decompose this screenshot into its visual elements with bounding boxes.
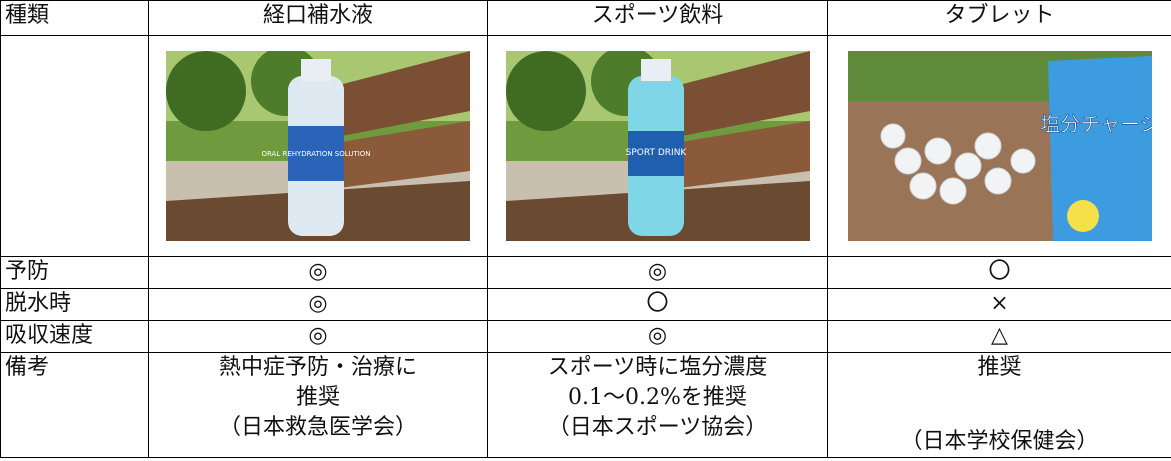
- note-cell: スポーツ時に塩分濃度 0.1～0.2%を推奨 （日本スポーツ協会）: [487, 352, 828, 458]
- row: 予防 ◎ ◎ 〇: [0, 256, 1171, 289]
- cell: ◎: [148, 320, 488, 353]
- row-label: 吸収速度: [0, 320, 149, 353]
- note-line: スポーツ時に塩分濃度: [547, 355, 768, 380]
- note-cell: 熱中症予防・治療に 推奨 （日本救急医学会）: [148, 352, 488, 458]
- photo-oral: ORAL REHYDRATION SOLUTION: [166, 51, 470, 241]
- cell: 〇: [827, 256, 1171, 289]
- row-label: 脱水時: [0, 288, 149, 321]
- note-line: 推奨: [977, 355, 1022, 380]
- row-label: 備考: [0, 352, 149, 458]
- row: 吸収速度 ◎ ◎ △: [0, 320, 1171, 353]
- note-line: （日本救急医学会）: [218, 415, 417, 440]
- notes-row: 備考 熱中症予防・治療に 推奨 （日本救急医学会） スポーツ時に塩分濃度 0.1～0.…: [0, 352, 1171, 458]
- image-label: 塩分チャージ: [1040, 112, 1152, 136]
- header-cell: スポーツ飲料: [487, 0, 828, 36]
- cell: △: [827, 320, 1171, 353]
- cell: 〇: [487, 288, 828, 321]
- cell: ◎: [487, 256, 828, 289]
- cell: ◎: [148, 256, 488, 289]
- note-line: （日本学校保健会）: [900, 429, 1099, 454]
- image-cell: SPORT DRINK: [487, 35, 828, 257]
- header-cell: タブレット: [827, 0, 1171, 36]
- note-line: 0.1～0.2%を推奨: [568, 385, 747, 410]
- image-label: SPORT DRINK: [625, 148, 687, 158]
- photo-sports: SPORT DRINK: [505, 51, 810, 241]
- header-cell: 種類: [0, 0, 149, 36]
- image-row: ORAL REHYDRATION SOLUTION SPORT DRINK 塩分…: [0, 35, 1171, 257]
- photo-tablet: 塩分チャージ: [847, 51, 1152, 241]
- row-label: 予防: [0, 256, 149, 289]
- note-line: （日本スポーツ協会）: [547, 415, 768, 440]
- cell: ◎: [487, 320, 828, 353]
- note-line: 推奨: [295, 385, 340, 410]
- image-cell: ORAL REHYDRATION SOLUTION: [148, 35, 488, 257]
- cell: ◎: [148, 288, 488, 321]
- note-cell: 推奨 （日本学校保健会）: [827, 352, 1171, 458]
- row: 脱水時 ◎ 〇 ×: [0, 288, 1171, 321]
- note-line: 熱中症予防・治療に: [218, 355, 417, 380]
- cell: ×: [827, 288, 1171, 321]
- header-row: 種類 経口補水液 スポーツ飲料 タブレット: [0, 0, 1171, 36]
- image-cell: 塩分チャージ: [827, 35, 1171, 257]
- header-cell: 経口補水液: [148, 0, 488, 36]
- empty-cell: [0, 35, 149, 257]
- image-label: ORAL REHYDRATION SOLUTION: [261, 150, 370, 158]
